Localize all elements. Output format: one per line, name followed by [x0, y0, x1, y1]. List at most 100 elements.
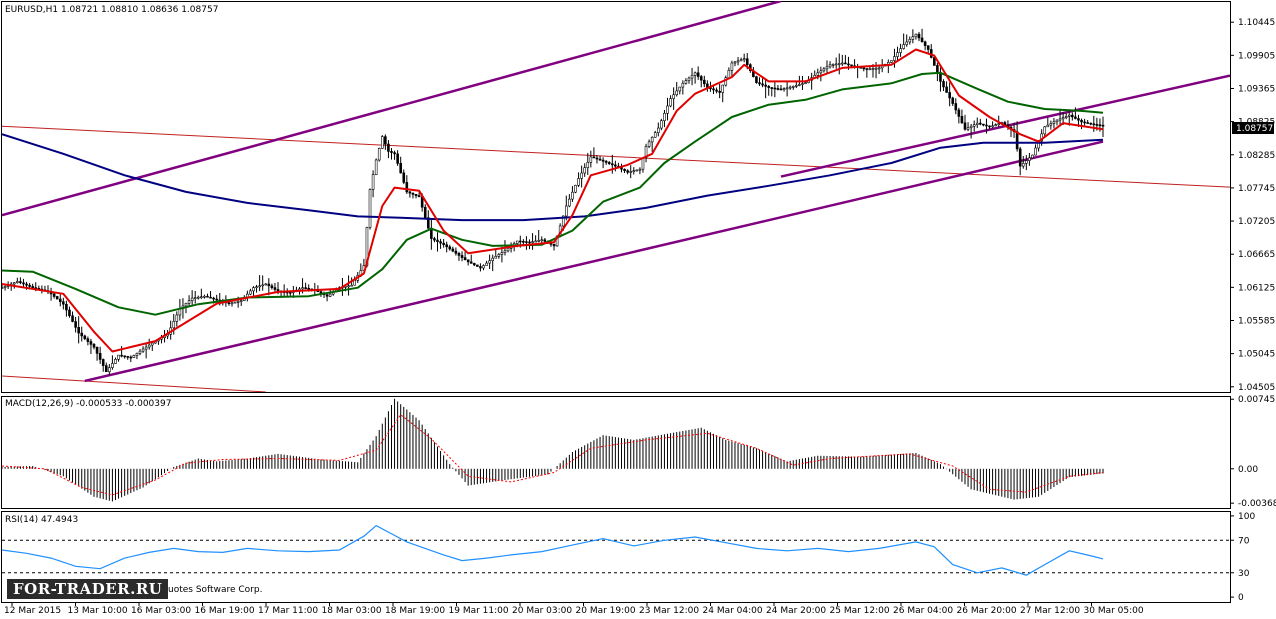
candle-body: [267, 283, 271, 287]
candle-body: [543, 239, 547, 242]
candle-body: [74, 321, 77, 328]
price-tick-label: 1.08285: [1238, 151, 1275, 161]
price-tick-label: 1.06665: [1238, 250, 1275, 260]
candle-body: [890, 60, 893, 63]
candle-body: [773, 87, 777, 90]
candles: [2, 28, 1105, 376]
candle-body: [1031, 154, 1034, 159]
candle-body: [258, 285, 261, 288]
candle-body: [791, 86, 795, 88]
candle-body: [739, 59, 743, 62]
candle-body: [288, 291, 292, 294]
macd-signal-line: [1, 413, 1104, 496]
candle-body: [460, 255, 464, 258]
candle-body: [1018, 148, 1022, 167]
candle-body: [479, 266, 482, 269]
candle-body: [574, 184, 577, 193]
candle-body: [638, 168, 642, 171]
copyright-text: uotes Software Corp.: [168, 585, 263, 595]
candle-body: [758, 82, 761, 85]
candle-body: [712, 88, 715, 91]
candle-body: [975, 122, 979, 125]
candle-body: [138, 350, 142, 354]
candle-body: [111, 363, 114, 368]
candle-body: [914, 33, 918, 38]
candle-body: [353, 279, 356, 286]
candle-body: [785, 87, 789, 90]
candle-body: [994, 124, 997, 127]
candle-body: [466, 259, 470, 263]
candle-body: [80, 332, 84, 337]
candle-body: [494, 256, 498, 259]
candle-body: [417, 195, 421, 198]
candle-body: [666, 105, 669, 114]
candle-body: [433, 238, 436, 241]
candle-body: [239, 300, 243, 302]
candle-body: [227, 302, 231, 304]
rsi-pane-frame: [1, 511, 1231, 603]
candle-body: [816, 72, 820, 76]
candle-body: [77, 327, 80, 334]
candle-body: [801, 83, 804, 85]
candle-body: [589, 156, 593, 163]
candle-body: [779, 88, 783, 91]
candle-body: [206, 295, 209, 298]
candle-body: [874, 67, 878, 70]
candle-body: [270, 285, 274, 288]
candle-body: [887, 62, 890, 65]
candle-body: [893, 56, 896, 61]
candle-body: [3, 286, 7, 288]
candle-body: [620, 167, 623, 170]
candle-body: [733, 61, 737, 64]
candle-body: [598, 158, 602, 161]
candle-body: [804, 82, 807, 84]
candle-body: [834, 63, 838, 66]
time-tick-label: 23 Mar 12:00: [639, 606, 699, 616]
candle-body: [957, 109, 961, 117]
candle-body: [920, 37, 924, 43]
macd-tick-label: 0.00: [1238, 465, 1258, 475]
candle-body: [693, 72, 697, 76]
candle-body: [1067, 114, 1071, 117]
red-trendline: [2, 375, 266, 392]
candle-body: [678, 86, 682, 92]
candle-body: [55, 296, 59, 300]
candle-body: [1074, 116, 1077, 119]
candle-body: [423, 206, 427, 218]
candle-body: [411, 192, 415, 195]
candle-body: [552, 244, 556, 247]
candle-body: [426, 217, 430, 229]
candle-body: [877, 67, 881, 70]
candle-body: [114, 359, 117, 364]
candle-body: [703, 79, 706, 85]
candle-body: [561, 215, 565, 227]
candle-body: [675, 90, 679, 96]
candle-body: [384, 136, 387, 145]
candle-body: [408, 191, 412, 194]
candle-body: [1021, 163, 1025, 167]
candle-body: [871, 68, 875, 70]
candle-body: [515, 240, 519, 244]
candle-body: [531, 241, 534, 243]
candle-body: [963, 122, 967, 130]
candle-body: [184, 303, 188, 307]
time-tick-label: 18 Mar 03:00: [322, 606, 382, 616]
candle-body: [117, 354, 120, 360]
candle-body: [28, 284, 31, 287]
candle-body: [2, 287, 4, 289]
candle-body: [68, 309, 71, 317]
candle-body: [528, 241, 531, 244]
candle-body: [1077, 118, 1080, 121]
candle-body: [451, 248, 455, 252]
candle-body: [396, 153, 399, 164]
candle-body: [19, 281, 22, 284]
candle-body: [1028, 157, 1031, 161]
channel-line: [84, 140, 1104, 383]
candle-body: [825, 66, 829, 70]
candle-body: [942, 81, 945, 88]
rsi-header: RSI(14) 47.4943: [5, 515, 78, 525]
candle-body: [236, 301, 240, 303]
candle-body: [672, 94, 675, 99]
candle-body: [469, 261, 473, 264]
candle-body: [819, 70, 823, 74]
